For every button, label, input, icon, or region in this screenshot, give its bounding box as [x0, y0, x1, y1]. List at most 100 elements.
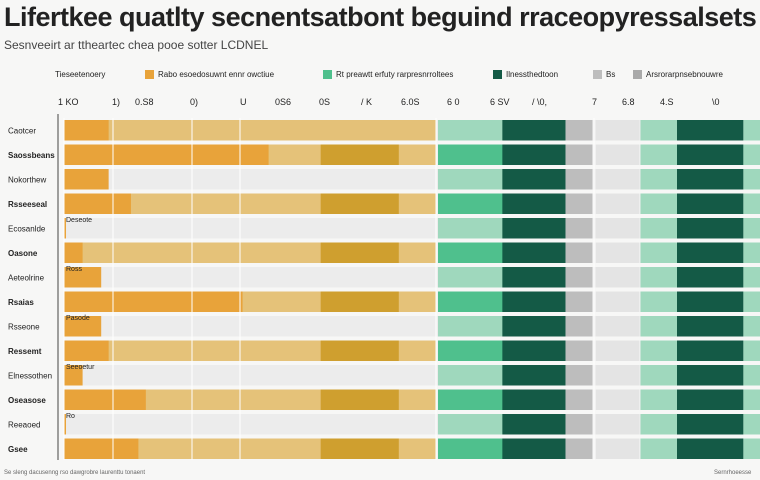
bar-lightgray [596, 389, 640, 410]
bar-gray [565, 414, 593, 435]
bar-lightgray [596, 169, 640, 190]
bar-green [438, 389, 505, 410]
bar-darkgreen [677, 169, 744, 190]
bar-mint [640, 218, 677, 239]
legend-swatch [145, 70, 154, 79]
bar-green [438, 267, 505, 288]
bar-green [438, 193, 505, 214]
bar-orange [64, 242, 83, 263]
bar-green [438, 218, 505, 239]
bar-orange [64, 340, 109, 361]
bar-darkgreen [677, 365, 744, 386]
bar-mint [743, 389, 760, 410]
legend-item: Bs [593, 70, 633, 79]
bar-gray [565, 267, 593, 288]
bar-ochre [320, 340, 399, 361]
bar-mint [640, 193, 677, 214]
bar-mint [640, 389, 677, 410]
legend-label: Rt preawtt erfuty rarpresnrroltees [336, 70, 454, 79]
bar-orange [64, 365, 83, 386]
bar-orange [64, 193, 131, 214]
bar-darkgreen [677, 414, 744, 435]
category-label: Rsseone [8, 322, 40, 331]
bar-lightgray [596, 120, 640, 141]
bar-darkgreen [677, 267, 744, 288]
top-tick-label: 0S6 [275, 97, 291, 107]
bar-lightgray [596, 218, 640, 239]
bar-green [438, 316, 505, 337]
bar-lightgray [596, 242, 640, 263]
bar-mint [640, 120, 677, 141]
bar-mint [743, 365, 760, 386]
category-label: Oasone [8, 249, 38, 258]
bar-darkgreen [502, 316, 566, 337]
top-tick-label: 0S [319, 97, 330, 107]
bar-mint [743, 414, 760, 435]
bar-mint [743, 169, 760, 190]
bar-darkgreen [502, 193, 566, 214]
bar-ochre [320, 438, 399, 459]
top-tick-label: 0.S8 [135, 97, 154, 107]
category-label: Rsaias [8, 298, 34, 307]
top-tick-label: \0 [712, 97, 720, 107]
legend-label: Ilnessthedtoon [506, 70, 559, 79]
bar-mint [743, 193, 760, 214]
bar-gray [565, 438, 593, 459]
bar-darkgreen [502, 340, 566, 361]
top-tick-label: / \0, [532, 97, 547, 107]
chart-title: Lifertkee quatlty secnentsatbont beguind… [4, 2, 757, 32]
top-tick-label: 6.8 [622, 97, 635, 107]
top-tick-label: 1 KO [58, 97, 79, 107]
bar-mint [743, 120, 760, 141]
bar-orange [64, 389, 146, 410]
bar-mint [640, 414, 677, 435]
bar-gray [565, 365, 593, 386]
bar-darkgreen [677, 389, 744, 410]
bar-orange [64, 291, 243, 312]
bar-darkgreen [677, 193, 744, 214]
bar-mint [743, 316, 760, 337]
bar-darkgreen [502, 414, 566, 435]
top-tick-label: 6.0S [401, 97, 420, 107]
bar-mint [743, 242, 760, 263]
bar-mint [743, 291, 760, 312]
top-tick-label: U [240, 97, 247, 107]
bar-gray [565, 169, 593, 190]
top-tick-label: 4.S [660, 97, 674, 107]
top-tick-label: 6 0 [447, 97, 460, 107]
bar-darkgreen [677, 242, 744, 263]
bar-darkgreen [502, 438, 566, 459]
category-label: Nokorthew [8, 175, 46, 184]
bar-darkgreen [677, 144, 744, 165]
bar-mint [640, 316, 677, 337]
bar-green [438, 242, 505, 263]
bar-lightgray [596, 291, 640, 312]
bar-lightgray [596, 414, 640, 435]
bar-gray [565, 242, 593, 263]
bar-darkgreen [677, 316, 744, 337]
bar-darkgreen [502, 120, 566, 141]
bar-green [438, 438, 505, 459]
bar-ochre [320, 389, 399, 410]
bar-orange [64, 267, 102, 288]
bar-darkgreen [502, 389, 566, 410]
bar-orange [64, 144, 269, 165]
bar-mint [743, 218, 760, 239]
legend-item: Arsrorarpnsebnouwre [633, 70, 753, 79]
bar-darkgreen [677, 120, 744, 141]
bar-orange [64, 438, 139, 459]
top-tick-label: 7 [592, 97, 597, 107]
bar-gray [565, 316, 593, 337]
bar-mint [743, 438, 760, 459]
bar-ochre [320, 193, 399, 214]
bar-ochre [320, 144, 399, 165]
category-label: Ecosanlde [8, 224, 46, 233]
bar-green [438, 169, 505, 190]
bar-lightgray [596, 267, 640, 288]
bar-lightgray [596, 365, 640, 386]
bar-gray [565, 193, 593, 214]
bar-ochre [320, 242, 399, 263]
category-label: Ressemt [8, 347, 42, 356]
category-label: Caotcer [8, 126, 36, 135]
bar-mint [640, 365, 677, 386]
